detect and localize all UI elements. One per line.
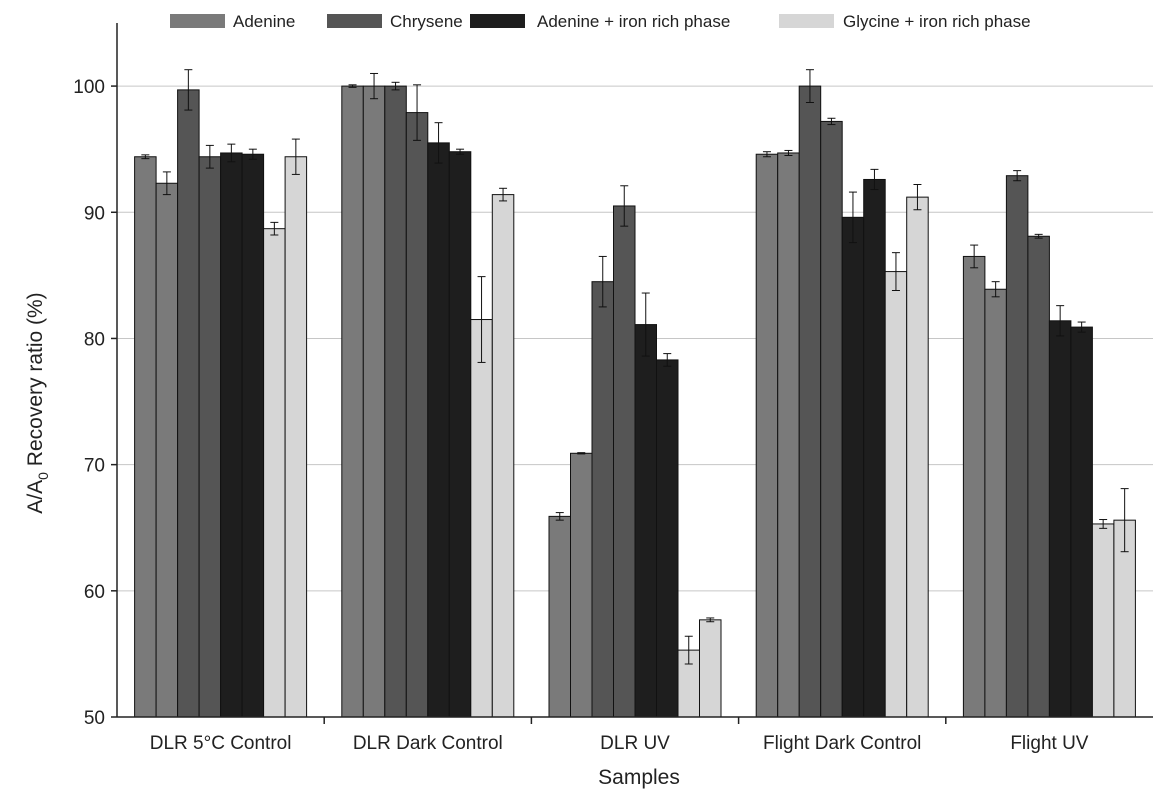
legend-swatch-glycine-iron <box>779 14 834 28</box>
bar-0-4 <box>220 152 243 718</box>
bar-1-1 <box>362 85 386 718</box>
y-tick-label-70: 70 <box>84 456 105 477</box>
y-tick-label-100: 100 <box>73 77 105 98</box>
bar-1-7 <box>491 194 515 718</box>
bar-2-4 <box>634 324 657 718</box>
y-axis-title-subscript: 0 <box>35 472 51 480</box>
y-axis-title-main: A/A <box>24 480 47 514</box>
bar-1-3 <box>405 112 429 718</box>
bar-4-3 <box>1027 235 1050 718</box>
y-axis-title: A/A0 Recovery ratio (%) <box>24 292 51 513</box>
x-category-label-2: DLR UV <box>600 733 670 754</box>
bar-2-7 <box>699 619 722 718</box>
bar-1-4 <box>427 142 450 718</box>
bar-2-2 <box>591 281 614 718</box>
bar-0-2 <box>177 89 200 718</box>
y-tick-label-50: 50 <box>84 708 105 729</box>
y-tick-labels: 50 60 70 80 90 100 <box>73 77 117 729</box>
x-category-label-4: Flight UV <box>1010 733 1088 754</box>
legend-label-adenine-iron: Adenine + iron rich phase <box>537 12 730 31</box>
y-tick-label-60: 60 <box>84 582 105 603</box>
x-category-labels: DLR 5°C Control DLR Dark Control DLR UV Fli… <box>150 733 1089 754</box>
bar-0-7 <box>284 156 308 718</box>
bar-4-0 <box>962 255 986 718</box>
bar-3-4 <box>841 216 865 718</box>
bar-0-1 <box>155 182 179 718</box>
bar-1-5 <box>448 151 472 718</box>
bar-4-2 <box>1005 175 1029 718</box>
bar-1-0 <box>341 85 364 718</box>
bar-3-0 <box>755 153 779 718</box>
y-tick-label-80: 80 <box>84 329 105 350</box>
bar-0-0 <box>134 156 157 718</box>
y-axis-title-rest: Recovery ratio (%) <box>24 292 47 472</box>
bar-0-6 <box>263 228 286 718</box>
y-tick-label-90: 90 <box>84 203 105 224</box>
x-category-label-3: Flight Dark Control <box>763 733 921 754</box>
bar-2-1 <box>570 452 593 718</box>
bar-3-2 <box>798 85 822 718</box>
bar-3-3 <box>820 120 843 718</box>
bar-3-5 <box>863 178 886 718</box>
bar-1-6 <box>470 319 493 718</box>
bar-3-6 <box>884 271 908 718</box>
bars <box>134 69 1136 718</box>
bar-2-0 <box>548 515 571 718</box>
bar-4-4 <box>1048 320 1072 718</box>
legend-label-adenine: Adenine <box>233 12 295 31</box>
legend-label-glycine-iron: Glycine + iron rich phase <box>843 12 1031 31</box>
legend: Adenine Chrysene Adenine + iron rich pha… <box>170 12 1031 31</box>
bar-2-3 <box>613 205 636 718</box>
legend-swatch-adenine <box>170 14 225 28</box>
bar-0-5 <box>241 153 265 718</box>
bar-0-3 <box>198 156 222 718</box>
x-axis-title: Samples <box>598 766 680 789</box>
legend-swatch-chrysene <box>327 14 382 28</box>
bar-3-7 <box>906 196 929 718</box>
bar-4-6 <box>1091 523 1115 718</box>
bar-4-5 <box>1070 326 1093 718</box>
bar-4-1 <box>984 288 1007 718</box>
x-category-label-1: DLR Dark Control <box>353 733 503 754</box>
legend-label-chrysene: Chrysene <box>390 12 463 31</box>
bar-1-2 <box>384 85 407 718</box>
bar-3-1 <box>777 152 800 718</box>
axes <box>116 23 1153 724</box>
x-category-label-0: DLR 5°C Control <box>150 733 292 754</box>
bar-2-5 <box>656 359 679 718</box>
legend-swatch-adenine-iron <box>470 14 525 28</box>
